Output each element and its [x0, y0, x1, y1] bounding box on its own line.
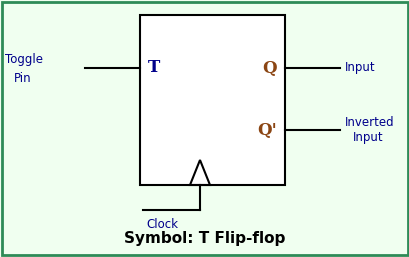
Text: Input: Input	[352, 132, 383, 144]
Text: Symbol: T Flip-flop: Symbol: T Flip-flop	[124, 232, 285, 246]
Text: Q': Q'	[256, 122, 276, 139]
Text: Input: Input	[344, 61, 375, 75]
Text: Q: Q	[262, 60, 276, 77]
Text: T: T	[148, 60, 160, 77]
Text: Toggle: Toggle	[5, 53, 43, 67]
Text: Inverted: Inverted	[344, 115, 394, 128]
Text: Clock: Clock	[146, 217, 178, 231]
Text: Pin: Pin	[14, 71, 31, 85]
Bar	[139, 15, 284, 185]
